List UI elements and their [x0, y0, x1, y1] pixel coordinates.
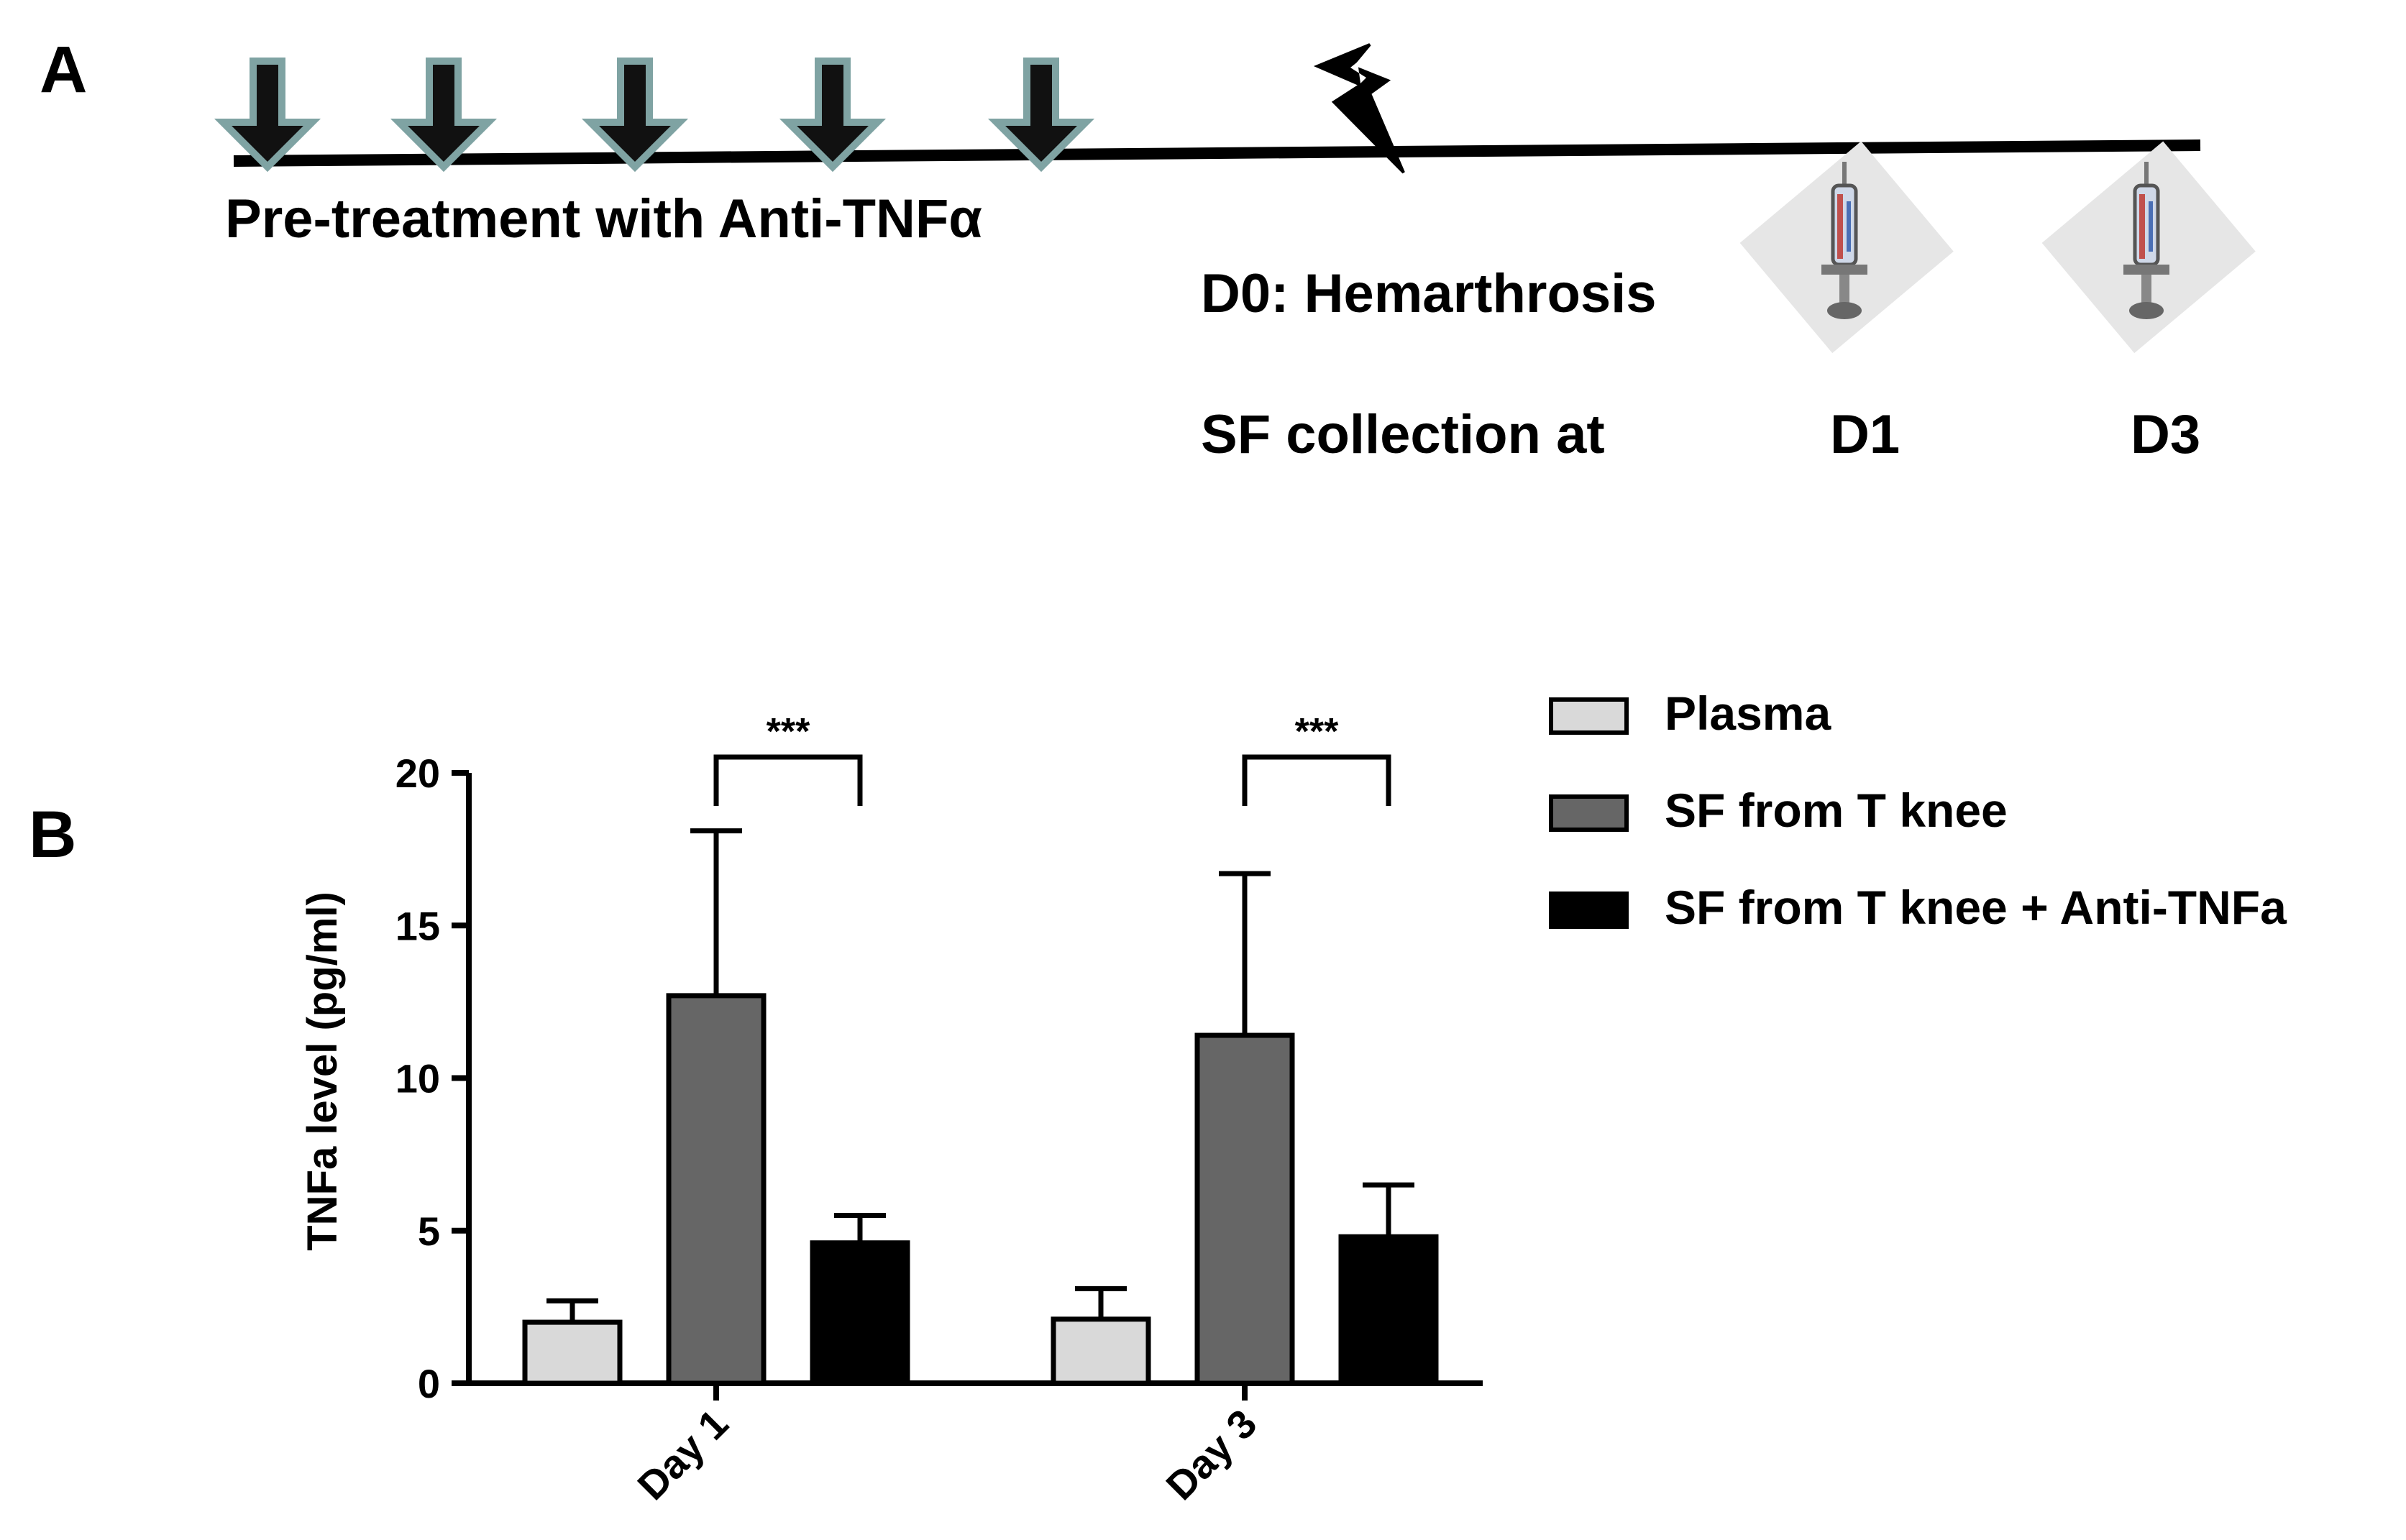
- x-tick-label: Day 1: [628, 1401, 736, 1508]
- down-arrow-icon: [987, 58, 1095, 173]
- y-tick-label: 20: [395, 751, 440, 796]
- legend-label: SF from T knee: [1665, 784, 2008, 837]
- significance-label: ***: [767, 711, 810, 753]
- down-arrow-icon: [581, 58, 689, 173]
- y-ticks: 0 5 10 15 20: [395, 751, 469, 1406]
- bar: [666, 993, 767, 1386]
- legend-swatch: [1549, 697, 1629, 735]
- legend-label: SF from T knee + Anti-TNFa: [1665, 881, 2287, 934]
- bar: [1338, 1234, 1439, 1386]
- y-tick-label: 5: [418, 1209, 440, 1254]
- x-tick-label: Day 3: [1157, 1401, 1265, 1508]
- hemarthrosis-text: D0: Hemarthrosis: [1201, 263, 1657, 324]
- treatment-arrows: [214, 58, 1095, 173]
- day1-timepoint: D1: [1830, 404, 1900, 465]
- panel-a-label: A: [40, 33, 87, 106]
- bar: [522, 1319, 623, 1386]
- significance-label: ***: [1295, 711, 1339, 753]
- y-tick-label: 0: [418, 1361, 440, 1406]
- day3-timepoint: D3: [2131, 404, 2200, 465]
- significance-bracket: [1242, 754, 1391, 806]
- panel-a: A Pre-treatment with Anti-TNFα D0: Hemar…: [40, 33, 2256, 465]
- significance-bracket: [713, 754, 863, 806]
- down-arrow-icon: [214, 58, 321, 173]
- x-ticks: Day 1 Day 3: [628, 1383, 1265, 1508]
- panel-b: B TNFa level (pg/ml) 0 5 10 15 20 Day 1 Day 3…: [29, 687, 2287, 1508]
- bar: [1194, 1032, 1295, 1386]
- panel-b-label: B: [29, 798, 76, 871]
- lightning-bolt-icon: [1313, 43, 1405, 174]
- legend: Plasma SF from T knee SF from T knee + Ant…: [1549, 687, 2287, 934]
- bar: [1051, 1316, 1151, 1386]
- y-tick-label: 10: [395, 1056, 440, 1101]
- timeline-line: [233, 139, 2201, 167]
- legend-label: Plasma: [1665, 687, 1831, 740]
- syringe-icon: [2041, 141, 2256, 354]
- down-arrow-icon: [390, 58, 498, 173]
- legend-swatch: [1549, 794, 1629, 832]
- down-arrow-icon: [779, 58, 887, 173]
- pretreatment-text: Pre-treatment with Anti-TNFα: [225, 188, 982, 249]
- significance-brackets: *** ***: [713, 711, 1391, 806]
- y-tick-label: 15: [395, 903, 440, 948]
- bars: [522, 828, 1439, 1386]
- syringe-icon: [1739, 141, 1954, 354]
- bar: [810, 1240, 910, 1386]
- y-axis-label: TNFa level (pg/ml): [299, 892, 346, 1251]
- sf-collection-text: SF collection at: [1201, 404, 1605, 465]
- legend-swatch: [1549, 892, 1629, 929]
